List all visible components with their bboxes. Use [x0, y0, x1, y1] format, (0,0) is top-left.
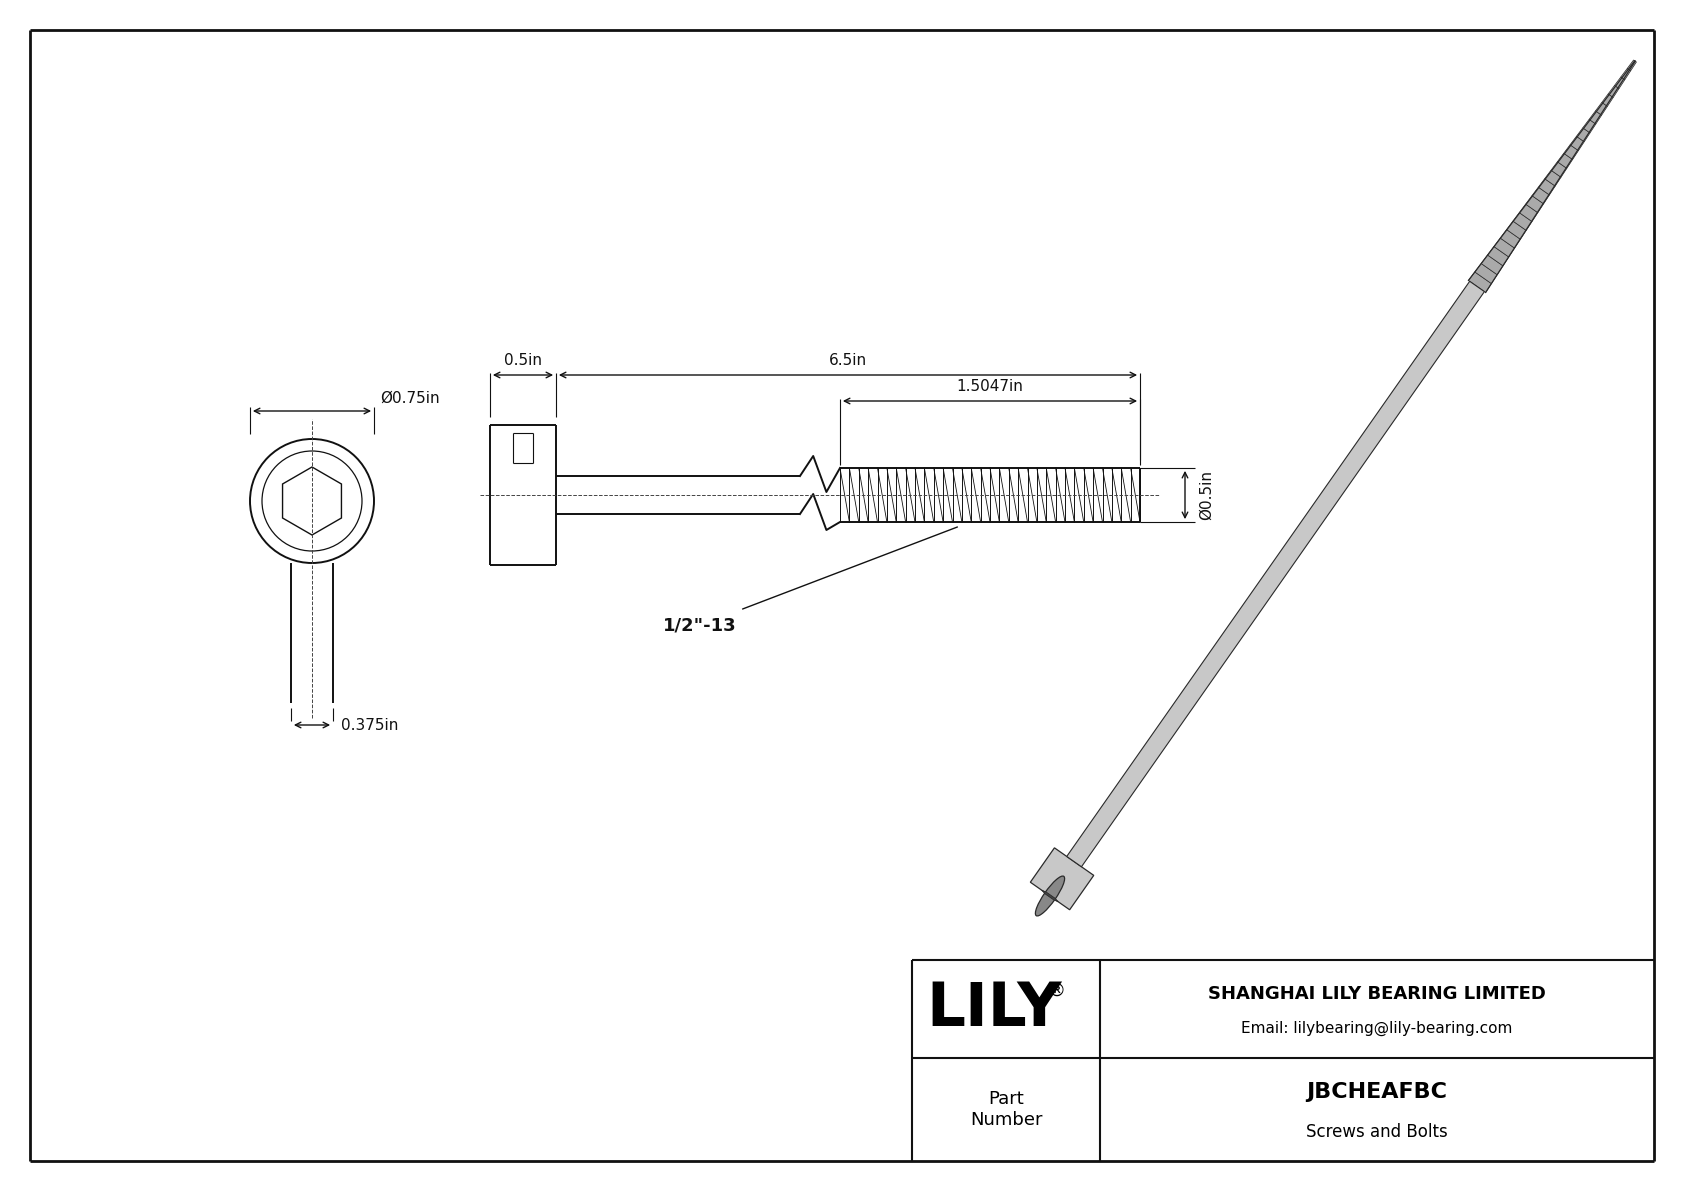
Polygon shape	[1507, 222, 1526, 239]
Polygon shape	[1615, 77, 1625, 88]
Polygon shape	[1544, 170, 1561, 186]
Text: 6.5in: 6.5in	[829, 353, 867, 368]
Text: 0.375in: 0.375in	[340, 717, 399, 732]
Polygon shape	[1627, 60, 1637, 71]
Text: 1/2"-13: 1/2"-13	[663, 616, 738, 634]
Polygon shape	[1551, 162, 1566, 177]
Polygon shape	[1468, 272, 1492, 293]
Ellipse shape	[1036, 877, 1064, 916]
Polygon shape	[1512, 213, 1532, 230]
Polygon shape	[1601, 94, 1613, 106]
Polygon shape	[1590, 111, 1601, 124]
Polygon shape	[1583, 119, 1596, 133]
Polygon shape	[1595, 102, 1608, 116]
Polygon shape	[1482, 255, 1504, 275]
Text: Email: lilybearing@lily-bearing.com: Email: lilybearing@lily-bearing.com	[1241, 1021, 1512, 1036]
Text: ®: ®	[1047, 983, 1064, 1000]
Text: Part
Number: Part Number	[970, 1090, 1042, 1129]
Text: 1.5047in: 1.5047in	[957, 379, 1024, 394]
Polygon shape	[1475, 263, 1497, 283]
Polygon shape	[1608, 86, 1618, 98]
Polygon shape	[1537, 179, 1556, 195]
Polygon shape	[1519, 204, 1537, 222]
Text: 0.5in: 0.5in	[504, 353, 542, 368]
Polygon shape	[1622, 68, 1630, 80]
Polygon shape	[1564, 145, 1578, 160]
Polygon shape	[1569, 136, 1585, 150]
Polygon shape	[1526, 195, 1544, 213]
Polygon shape	[1031, 848, 1093, 910]
Polygon shape	[1532, 187, 1549, 204]
Text: Ø0.75in: Ø0.75in	[381, 391, 440, 406]
Polygon shape	[1494, 238, 1514, 257]
Text: LILY: LILY	[926, 979, 1061, 1039]
Polygon shape	[1500, 230, 1521, 248]
Polygon shape	[1042, 890, 1058, 902]
Text: SHANGHAI LILY BEARING LIMITED: SHANGHAI LILY BEARING LIMITED	[1207, 985, 1546, 1003]
Polygon shape	[1576, 127, 1590, 142]
Polygon shape	[1487, 247, 1509, 266]
Polygon shape	[1558, 154, 1573, 168]
Text: Ø0.5in: Ø0.5in	[1199, 470, 1214, 520]
Polygon shape	[1066, 281, 1484, 867]
Text: JBCHEAFBC: JBCHEAFBC	[1307, 1081, 1448, 1102]
Text: Screws and Bolts: Screws and Bolts	[1307, 1123, 1448, 1141]
